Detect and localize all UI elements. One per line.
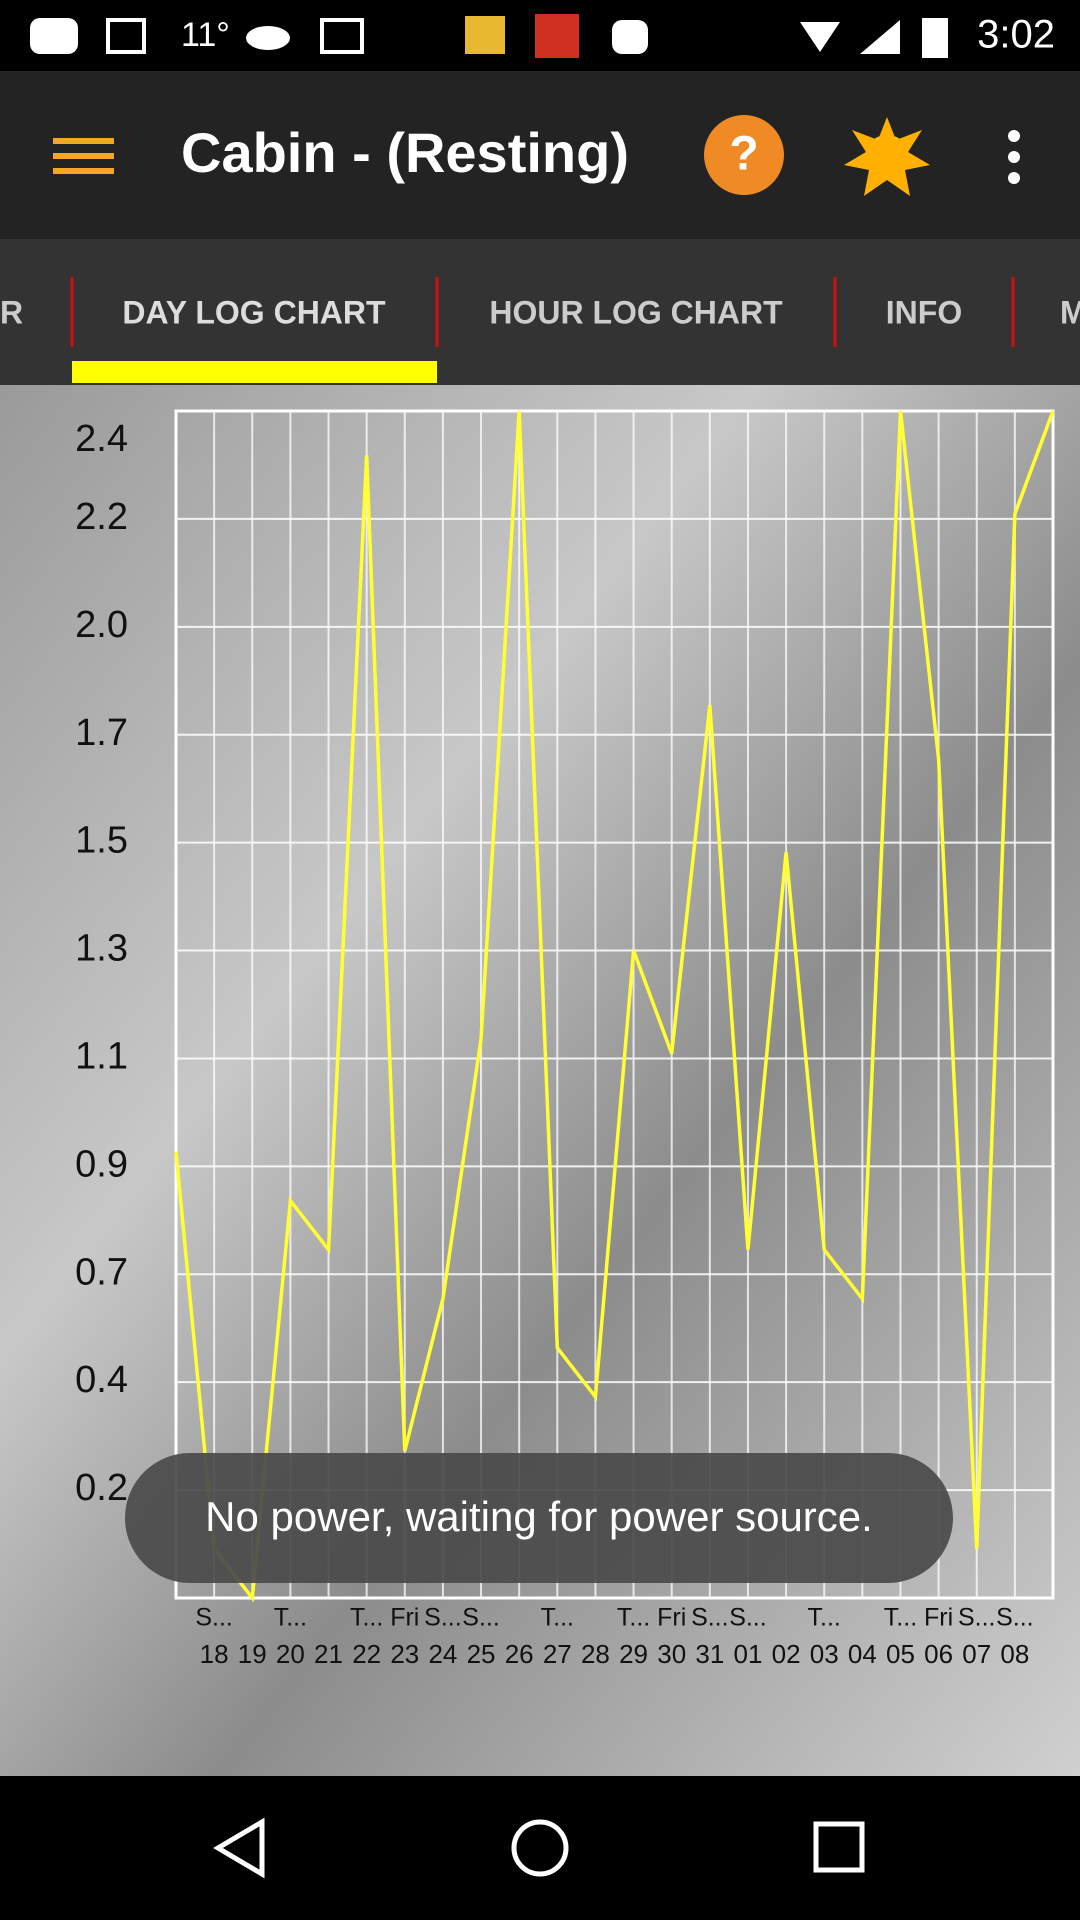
x-tick-label: 20 xyxy=(276,1639,305,1669)
help-button[interactable] xyxy=(704,115,784,195)
overflow-button[interactable] xyxy=(1008,130,1020,184)
recents-button[interactable] xyxy=(813,1821,865,1873)
x-weekday-label: T... xyxy=(274,1604,307,1632)
x-weekday-label: S... xyxy=(691,1604,729,1632)
signal-icon xyxy=(860,20,900,54)
help-glyph: ? xyxy=(729,128,758,181)
folder-icon xyxy=(465,16,505,54)
tab[interactable]: M xyxy=(1060,294,1080,330)
x-weekday-label: S... xyxy=(996,1604,1034,1632)
x-tick-label: 04 xyxy=(848,1639,877,1669)
y-tick-label: 1.7 xyxy=(75,712,128,754)
y-tick-label: 2.2 xyxy=(75,496,128,538)
toast-message: No power, waiting for power source. xyxy=(205,1493,873,1540)
y-tick-label: 2.0 xyxy=(75,604,128,646)
x-weekday-label: T... xyxy=(808,1604,841,1632)
tab[interactable]: HOUR LOG CHART xyxy=(489,294,783,330)
x-tick-label: 07 xyxy=(962,1639,991,1669)
tab[interactable]: R xyxy=(0,294,23,330)
x-tick-label: 06 xyxy=(924,1639,953,1669)
x-weekday-label: S... xyxy=(462,1604,500,1632)
y-tick-label: 1.1 xyxy=(75,1035,128,1077)
battery-icon xyxy=(922,18,948,58)
tab-indicator xyxy=(72,361,437,383)
notification-icon xyxy=(30,18,78,54)
x-tick-label: 26 xyxy=(505,1639,534,1669)
toast xyxy=(125,1453,953,1583)
x-tick-label: 24 xyxy=(428,1639,457,1669)
x-tick-label: 01 xyxy=(733,1639,762,1669)
y-tick-label: 0.9 xyxy=(75,1143,128,1185)
chart: 0.2 0.4 0.7 0.9 1.1 1.3 1.5 1.7 2.0 2.2 2.4 S... 18 1… xyxy=(75,409,1055,1669)
menu-button[interactable] xyxy=(53,138,114,174)
x-tick-label: 23 xyxy=(390,1639,419,1669)
x-weekday-label: T... xyxy=(541,1604,574,1632)
x-tick-label: 22 xyxy=(352,1639,381,1669)
x-weekday-label: S... xyxy=(958,1604,996,1632)
y-tick-label: 0.4 xyxy=(75,1359,128,1401)
x-tick-label: 31 xyxy=(695,1639,724,1669)
x-tick-label: 28 xyxy=(581,1639,610,1669)
x-tick-label: 03 xyxy=(810,1639,839,1669)
tab-bar xyxy=(0,239,1080,385)
x-tick-label: 29 xyxy=(619,1639,648,1669)
temperature: 11° xyxy=(181,16,230,54)
tab[interactable]: INFO xyxy=(886,294,962,330)
data-line xyxy=(174,410,1055,1603)
x-tick-label: 25 xyxy=(467,1639,496,1669)
y-tick-label: 0.2 xyxy=(75,1467,128,1509)
android-icon xyxy=(612,20,648,54)
x-tick-label: 21 xyxy=(314,1639,343,1669)
x-weekday-label: T... xyxy=(350,1604,383,1632)
camera-icon xyxy=(535,14,579,58)
y-tick-label: 1.5 xyxy=(75,820,128,862)
brightness-button[interactable] xyxy=(844,117,930,196)
back-button[interactable] xyxy=(213,1817,265,1879)
x-weekday-label: T... xyxy=(884,1604,917,1632)
x-tick-label: 18 xyxy=(200,1639,229,1669)
x-tick-label: 05 xyxy=(886,1639,915,1669)
wifi-icon xyxy=(800,22,840,52)
y-tick-label: 0.7 xyxy=(75,1251,128,1293)
tab-separators xyxy=(70,277,1015,347)
screen-title: Cabin - (Resting) xyxy=(181,121,629,184)
home-button[interactable] xyxy=(511,1819,569,1877)
x-tick-label: 27 xyxy=(543,1639,572,1669)
x-tick-label: 19 xyxy=(238,1639,267,1669)
mail-icon xyxy=(320,18,364,54)
navigation-bar xyxy=(0,1776,1080,1920)
x-weekday-label: T... xyxy=(617,1604,650,1632)
x-tick-label: 08 xyxy=(1000,1639,1029,1669)
clock: 3:02 xyxy=(977,13,1055,57)
x-weekday-label: S... xyxy=(195,1604,233,1632)
tab-active[interactable]: DAY LOG CHART xyxy=(122,294,386,330)
x-tick-label: 30 xyxy=(657,1639,686,1669)
y-tick-label: 2.4 xyxy=(75,418,128,460)
x-tick-label: 02 xyxy=(772,1639,801,1669)
x-weekday-label: S... xyxy=(729,1604,767,1632)
plot-frame xyxy=(174,409,1055,1600)
x-weekday-label: Fri xyxy=(924,1604,953,1632)
cloud-icon xyxy=(246,26,290,50)
gallery-icon xyxy=(106,18,146,54)
x-weekday-label: Fri xyxy=(657,1604,686,1632)
x-weekday-label: S... xyxy=(424,1604,462,1632)
x-weekday-label: Fri xyxy=(390,1604,419,1632)
y-tick-label: 1.3 xyxy=(75,928,128,970)
